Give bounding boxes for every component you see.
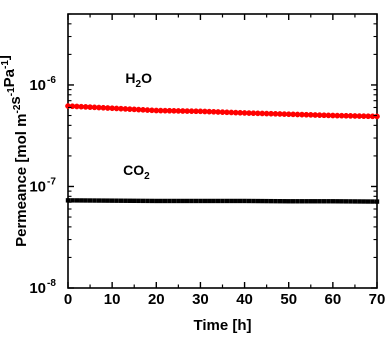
data-point [140,198,146,204]
y-tick-exponent: -7 [47,176,56,187]
data-point [127,198,132,203]
data-point [233,198,238,204]
x-tick-label: 0 [64,291,72,308]
data-point [251,198,256,204]
data-point [149,198,155,204]
data-point [132,198,137,204]
data-point [158,198,163,204]
data-point [176,198,181,204]
data-point [343,199,349,204]
data-point [118,198,124,203]
data-point [74,198,80,203]
series-h2o [65,103,380,120]
x-tick-label: 30 [192,291,209,308]
data-point [299,199,305,204]
data-point [374,113,380,120]
data-point [361,199,366,204]
data-point [370,199,375,204]
data-point [260,198,265,204]
data-point [365,199,371,204]
data-point [286,199,291,204]
data-point [207,198,212,204]
data-point [242,198,247,204]
data-point [65,198,71,203]
data-point [123,198,128,203]
series-label: H2O [125,70,152,90]
data-point [357,199,362,204]
x-tick-label: 20 [148,291,165,308]
data-point [180,198,185,204]
x-tick-label: 50 [280,291,297,308]
data-point [92,198,97,203]
data-point [220,198,225,204]
data-point [167,198,172,204]
x-tick-label: 40 [236,291,253,308]
data-point [330,199,336,204]
data-point [154,198,159,204]
data-point [171,198,177,204]
data-point [255,198,261,204]
data-point [352,199,358,204]
data-point [96,198,102,203]
data-point [282,199,287,204]
y-tick-label: 10 [29,77,46,94]
data-point [290,199,296,204]
series-label: CO2 [123,162,150,182]
data-point [321,199,327,204]
data-point [79,198,84,203]
series-co2 [65,198,380,204]
data-point [193,198,199,204]
data-point [105,198,110,203]
data-point [308,199,313,204]
data-point [211,198,216,204]
axis-layer [67,13,378,289]
data-point [198,198,203,204]
data-point [145,198,150,204]
y-axis-title: Permeance [mol m-2s-1Pa-1] [0,55,30,247]
data-point [268,198,274,204]
data-point [237,198,243,204]
data-point [136,198,141,204]
data-point [114,198,119,203]
data-point [229,198,234,204]
data-point [348,199,353,204]
data-point [87,198,93,203]
data-point [189,198,194,204]
data-point [374,199,380,204]
series-layer [65,103,380,204]
data-point [215,198,221,204]
data-point [326,199,331,204]
data-point [317,199,322,204]
data-point [70,198,75,203]
y-tick-exponent: -6 [47,75,56,86]
data-point [202,198,208,204]
data-point [224,198,230,204]
y-tick-exponent: -8 [47,278,56,289]
data-point [101,198,106,203]
data-point [184,198,190,204]
data-point [109,198,115,203]
plot-area [67,13,378,289]
data-point [295,199,300,204]
data-point [162,198,168,204]
y-tick-label: 10 [29,280,46,297]
plot-frame [67,13,378,289]
data-point [83,198,88,203]
data-point [264,198,269,204]
x-tick-label: 10 [104,291,121,308]
data-point [313,199,318,204]
y-tick-label: 10 [29,178,46,195]
data-point [277,199,283,204]
data-point [273,198,278,204]
data-point [304,199,309,204]
data-point [339,199,344,204]
x-axis-title: Time [h] [193,317,251,334]
data-point [246,198,252,204]
x-tick-label: 60 [325,291,342,308]
x-tick-label: 70 [369,291,386,308]
data-point [335,199,340,204]
